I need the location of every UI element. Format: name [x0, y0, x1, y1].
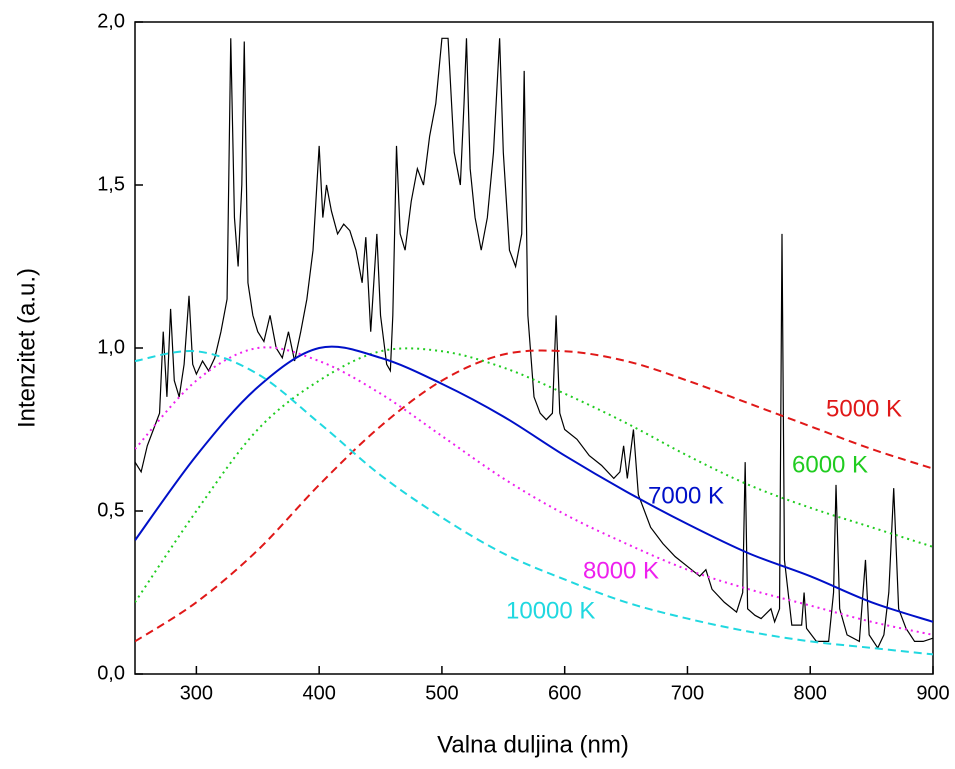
- x-axis-title: Valna duljina (nm): [437, 731, 629, 758]
- x-tick-label: 500: [425, 682, 458, 704]
- series-line: [135, 349, 933, 643]
- series-line: [135, 37, 933, 650]
- series-label: 5000 K: [826, 395, 902, 422]
- series-line: [135, 346, 933, 636]
- x-tick-label: 300: [180, 682, 213, 704]
- y-tick-label: 0,5: [97, 499, 125, 521]
- series-label: 8000 K: [583, 557, 659, 584]
- y-tick-label: 2,0: [97, 10, 125, 32]
- plot-frame: [134, 21, 934, 675]
- x-tick-label: 700: [671, 682, 704, 704]
- y-tick-label: 0,0: [97, 662, 125, 684]
- series-label: 7000 K: [648, 482, 724, 509]
- x-tick-label: 600: [548, 682, 581, 704]
- x-tick-label: 400: [302, 682, 335, 704]
- y-tick-label: 1,0: [97, 336, 125, 358]
- y-axis-title: Intenzitet (a.u.): [13, 268, 40, 428]
- y-tick-label: 1,5: [97, 173, 125, 195]
- series-line: [135, 347, 933, 603]
- series-label: 6000 K: [792, 451, 868, 478]
- series-line: [135, 345, 933, 623]
- plot-area: [135, 37, 933, 656]
- x-tick-label: 900: [916, 682, 949, 704]
- series-label: 10000 K: [506, 597, 595, 624]
- series-line: [135, 349, 933, 656]
- x-tick-label: 800: [794, 682, 827, 704]
